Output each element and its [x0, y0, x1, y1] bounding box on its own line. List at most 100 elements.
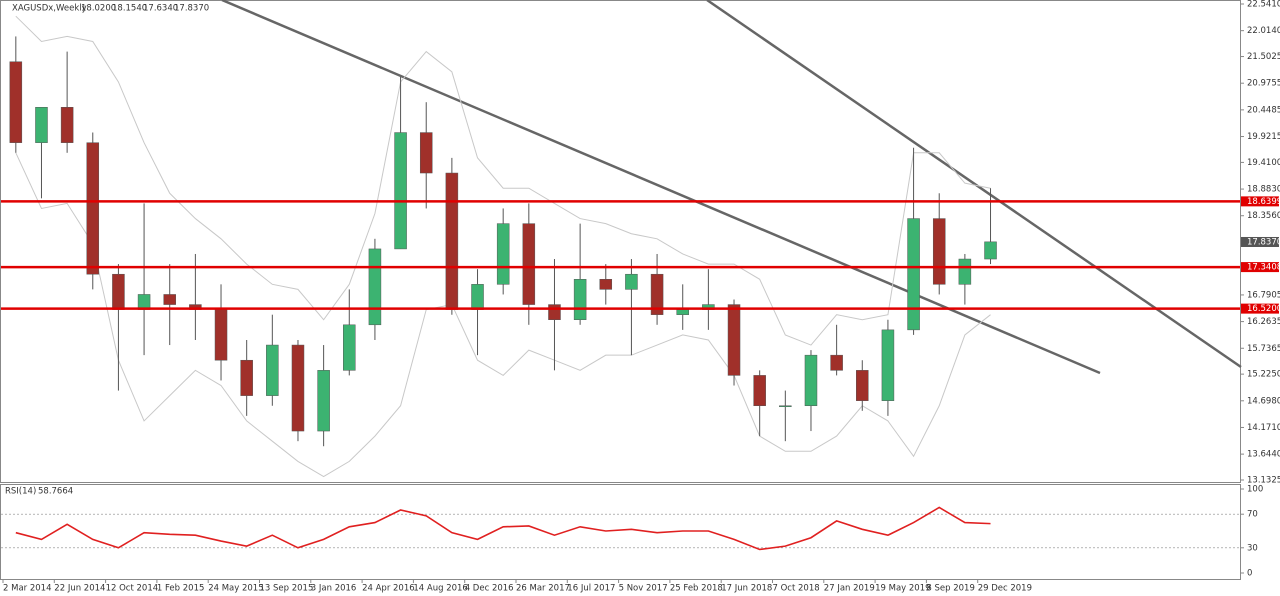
y-tick-label: 16.2635 — [1247, 317, 1280, 327]
chart-title: XAGUSDx,Weekly — [12, 4, 87, 14]
y-tick-label: 30 — [1247, 543, 1258, 553]
y-tick-label: 14.1710 — [1247, 423, 1280, 433]
candle-body — [35, 107, 48, 143]
x-tick-label: 12 Oct 2014 — [106, 584, 159, 594]
y-tick-label: 15.2250 — [1247, 370, 1280, 380]
y-tick-label: 70 — [1247, 510, 1258, 520]
candle-body — [830, 354, 843, 371]
x-tick-label: 26 Mar 2017 — [516, 584, 570, 594]
candle-body — [676, 309, 689, 315]
x-tick-label: 17 Jun 2018 — [721, 584, 772, 594]
candle-body — [137, 294, 151, 310]
candle-body — [496, 223, 510, 285]
y-tick-label: 100 — [1247, 485, 1263, 495]
x-tick-label: 13 Sep 2015 — [260, 584, 314, 594]
level-label: 17.3408 — [1247, 263, 1280, 273]
candle-body — [112, 273, 125, 310]
header-open: 18.0200 — [81, 4, 116, 14]
x-tick-label: 24 Apr 2016 — [362, 584, 415, 594]
level-label: 16.5200 — [1247, 304, 1280, 314]
y-tick-label: 0 — [1247, 569, 1252, 579]
x-tick-label: 25 Feb 2018 — [670, 584, 723, 594]
x-tick-label: 24 May 2015 — [208, 584, 263, 594]
x-tick-label: 5 Nov 2017 — [619, 584, 668, 594]
x-tick-label: 8 Sep 2019 — [926, 584, 974, 594]
candle-body — [881, 329, 895, 401]
candle-body — [856, 370, 869, 401]
candle-body — [573, 279, 587, 320]
level-tag — [1241, 262, 1279, 273]
candle-body — [317, 370, 330, 432]
y-tick-label: 13.6440 — [1247, 450, 1280, 460]
x-tick-label: 27 Jan 2019 — [824, 584, 875, 594]
y-tick-label: 14.6980 — [1247, 396, 1280, 406]
x-tick-label: 2 Mar 2014 — [3, 584, 51, 594]
candle-body — [60, 107, 74, 143]
candle-body — [958, 258, 972, 285]
candle-body — [394, 132, 407, 250]
trend-line — [706, 0, 1242, 369]
x-tick-label: 1 Feb 2015 — [157, 584, 205, 594]
candle-body — [727, 304, 741, 376]
y-tick-label: 18.3560 — [1247, 211, 1280, 221]
level-tag — [1241, 303, 1279, 314]
x-tick-label: 14 Aug 2016 — [413, 584, 467, 594]
x-tick-label: 22 Jun 2014 — [54, 584, 105, 594]
rsi-title: RSI(14) — [5, 487, 36, 497]
candle-body — [804, 354, 818, 407]
candle-body — [214, 309, 228, 361]
candle-body — [419, 132, 433, 174]
candle-body — [291, 344, 305, 432]
bollinger-lower — [15, 152, 991, 478]
x-tick-label: 3 Jan 2016 — [311, 584, 357, 594]
y-tick-label: 20.4485 — [1247, 105, 1280, 115]
x-tick-label: 7 Oct 2018 — [773, 584, 820, 594]
candle-body — [445, 172, 459, 310]
candle-body — [907, 218, 920, 331]
rsi-line — [15, 506, 991, 551]
level-tag — [1241, 196, 1279, 207]
header-close: 17.8370 — [174, 4, 209, 14]
x-tick-label: 16 Jul 2017 — [567, 584, 615, 594]
trend-line — [221, 0, 1101, 375]
candle-body — [240, 359, 253, 396]
candle-body — [86, 142, 100, 275]
candle-body — [522, 223, 536, 305]
candle-body — [753, 375, 766, 407]
y-tick-label: 13.1325 — [1247, 476, 1280, 486]
candle-body — [266, 344, 279, 396]
candle-body — [163, 294, 176, 305]
candle-body — [9, 61, 23, 143]
last-price-tag — [1241, 236, 1279, 247]
x-tick-label: 4 Dec 2016 — [465, 584, 514, 594]
candle-body — [368, 248, 382, 326]
header-high: 18.1540 — [112, 4, 147, 14]
y-tick-label: 18.8830 — [1247, 185, 1280, 195]
candle-body — [625, 273, 638, 290]
candle-body — [779, 405, 792, 408]
price-panel — [0, 0, 1241, 483]
candle-body — [548, 304, 561, 320]
candle-body — [343, 324, 356, 371]
x-tick-label: 29 Dec 2019 — [978, 584, 1032, 594]
y-tick-label: 22.5410 — [1247, 0, 1280, 10]
x-tick-label: 19 May 2019 — [875, 584, 930, 594]
candle-body — [984, 241, 997, 260]
rsi-panel — [0, 484, 1241, 580]
rsi-current: 58.7664 — [38, 487, 73, 497]
last-price-label: 17.8370 — [1247, 237, 1280, 247]
level-label: 18.6399 — [1247, 197, 1280, 207]
y-tick-label: 20.9755 — [1247, 79, 1280, 89]
y-tick-label: 16.7905 — [1247, 290, 1280, 300]
y-tick-label: 21.5025 — [1247, 52, 1280, 62]
chart-header: XAGUSDx,Weekly 18.0200 18.1540 17.6340 1… — [5, 4, 209, 497]
candle-body — [650, 273, 664, 315]
candle-body — [599, 279, 613, 290]
y-tick-label: 19.9215 — [1247, 132, 1280, 142]
candle-body — [932, 218, 946, 285]
y-tick-label: 15.7365 — [1247, 344, 1280, 354]
y-tick-label: 19.4100 — [1247, 158, 1280, 168]
y-tick-label: 22.0140 — [1247, 26, 1280, 36]
header-low: 17.6340 — [143, 4, 178, 14]
